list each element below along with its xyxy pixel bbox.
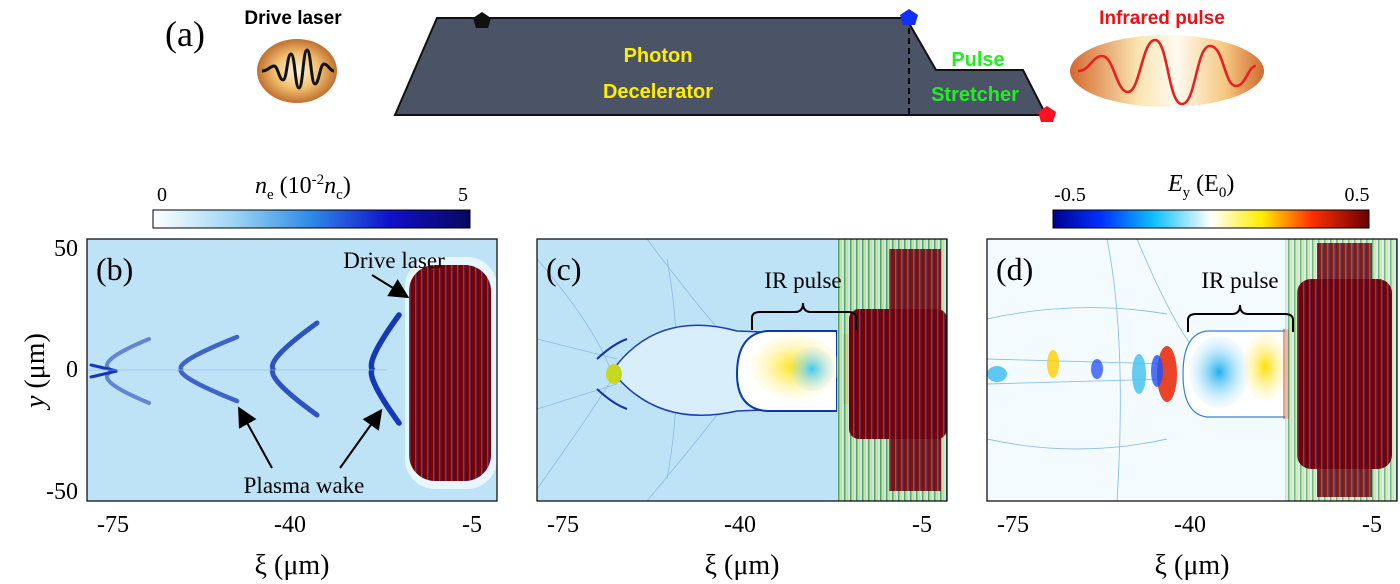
- panel-c-brace: [751, 302, 857, 330]
- colorbar-ey-max: 0.5: [1345, 184, 1370, 206]
- y-tick-50: 50: [54, 236, 78, 262]
- x-axis-label: ξ (μm): [1155, 550, 1230, 581]
- infrared-pulse-title: Infrared pulse: [1099, 8, 1225, 29]
- wake-tip: [606, 364, 622, 384]
- wake-chevron-0: [89, 363, 118, 379]
- drive-laser-title: Drive laser: [244, 8, 342, 29]
- photon-label-line2: Decelerator: [603, 81, 713, 103]
- x-tick-minus-5: -5: [912, 512, 932, 538]
- panel-a: (a) Drive laser Photon Decelerator Pulse…: [165, 8, 1264, 122]
- colorbar-ne-title: ne (10-2nc): [255, 172, 351, 203]
- end-marker-icon: [1038, 106, 1056, 122]
- plasma-wake-arrow-left: [238, 406, 273, 469]
- junction-marker-icon: [900, 9, 918, 25]
- panel-c-label: (c): [546, 251, 582, 287]
- drive-laser-oval: [257, 39, 337, 103]
- x-tick-minus-5: -5: [462, 512, 482, 538]
- x-tick-minus-40: -40: [1174, 512, 1206, 538]
- wake-chevron-4: [368, 312, 402, 426]
- panel-b-label: (b): [96, 251, 133, 287]
- plasma-wake-arrow-right: [339, 408, 383, 469]
- infrared-wave-icon: [1077, 38, 1257, 106]
- stretcher-label-line1: Pulse: [951, 49, 1004, 71]
- colorbar-ne-min: 0: [157, 184, 167, 206]
- panel-a-label: (a): [165, 14, 205, 54]
- panel-c: (c) IR pulse: [536, 238, 948, 502]
- plasma-wake-label: Plasma wake: [244, 473, 365, 498]
- colorbar-ey-title: Ey (E0): [1167, 171, 1234, 201]
- field-peak: [1157, 346, 1177, 402]
- panel-d-brace: [1187, 304, 1294, 332]
- colorbar-ey-min: -0.5: [1054, 184, 1086, 206]
- colorbar-ey-bar: [1052, 209, 1370, 229]
- y-tick-0: 0: [66, 357, 78, 383]
- x-tick-minus-40: -40: [274, 512, 306, 538]
- panel-c-ir-pulse-label: IR pulse: [764, 268, 841, 293]
- y-tick-minus-50: -50: [46, 479, 78, 505]
- colorbar-ne-bar: [152, 209, 471, 229]
- colorbar-ne: 0 5 ne (10-2nc): [152, 172, 471, 229]
- x-tick-minus-75: -75: [97, 512, 129, 538]
- drive-laser-arrow: [371, 274, 410, 299]
- photon-label-line1: Photon: [624, 45, 693, 67]
- y-axis-label: y (μm): [20, 333, 51, 411]
- panel-d: (d) IR pulse: [986, 238, 1398, 502]
- start-marker-icon: [473, 12, 491, 28]
- wake-chevron-2: [178, 334, 240, 404]
- x-axis-b: -75 -40 -5 ξ (μm): [97, 512, 482, 581]
- drive-laser-wave-icon: [261, 48, 335, 90]
- panel-d-frame: [986, 238, 1398, 502]
- x-axis-label: ξ (μm): [705, 550, 780, 581]
- panel-b-drive-laser-label: Drive laser: [343, 248, 445, 273]
- x-axis-label: ξ (μm): [255, 550, 330, 581]
- x-axis-c: -75 -40 -5 ξ (μm): [547, 512, 932, 581]
- x-axis-d: -75 -40 -5 ξ (μm): [997, 512, 1382, 581]
- panel-b: (b) Drive laser Plasma wake: [86, 238, 498, 502]
- colorbar-ey: -0.5 0.5 Ey (E0): [1052, 171, 1370, 229]
- panel-c-frame: [536, 238, 948, 502]
- panel-d-ir-pulse-label: IR pulse: [1201, 268, 1278, 293]
- wake-chevron-3: [269, 320, 320, 418]
- x-tick-minus-5: -5: [1362, 512, 1382, 538]
- drive-laser-body: [409, 265, 491, 481]
- x-tick-minus-75: -75: [997, 512, 1029, 538]
- colorbar-ne-max: 5: [458, 184, 468, 206]
- x-tick-minus-75: -75: [547, 512, 579, 538]
- stretcher-label-line2: Stretcher: [931, 84, 1019, 106]
- panel-b-frame: [86, 238, 498, 502]
- x-tick-minus-40: -40: [724, 512, 756, 538]
- panel-d-label: (d): [996, 251, 1033, 287]
